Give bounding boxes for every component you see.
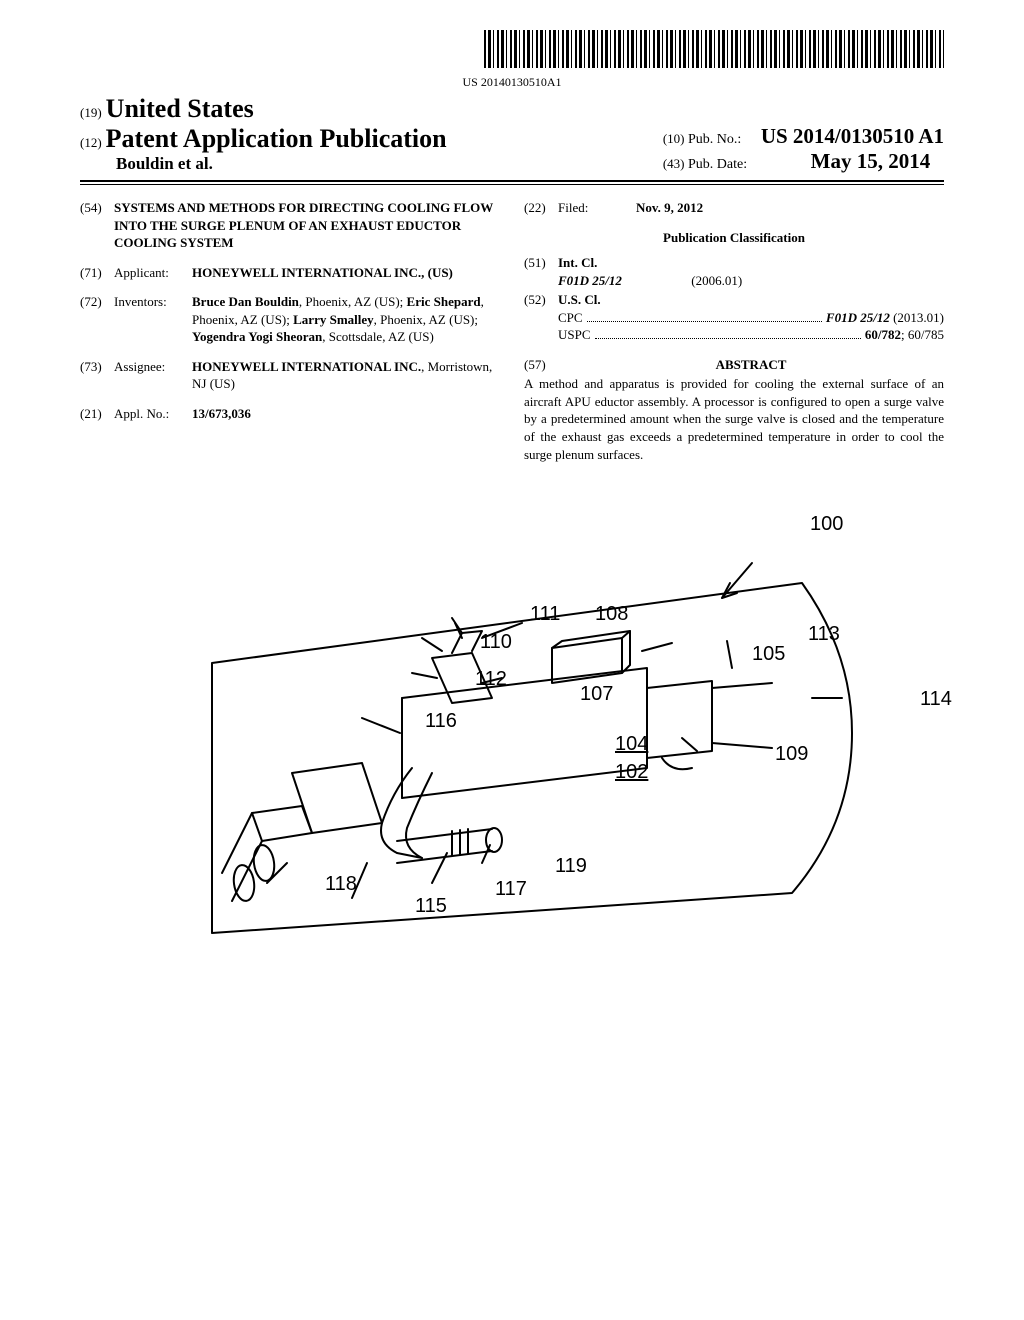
publication-header: (19) United States (12) Patent Applicati… [80,94,944,174]
field-21-num: (21) [80,405,114,423]
ref-117: 117 [495,878,527,901]
left-column: (54) SYSTEMS AND METHODS FOR DIRECTING C… [80,199,500,463]
field-52: (52) U.S. Cl. CPC F01D 25/12 (2013.01) U… [524,291,944,344]
appl-no-text: 13/673,036 [192,406,251,421]
ref-113: 113 [808,623,840,646]
applicant-label: Applicant: [114,264,192,282]
barcode-text: US 20140130510A1 [80,75,944,90]
field-73: (73) Assignee: HONEYWELL INTERNATIONAL I… [80,358,500,393]
inventors-text: Bruce Dan Bouldin, Phoenix, AZ (US); Eri… [192,293,500,346]
field-54-num: (54) [80,199,114,252]
pub-date-label: Pub. Date: [688,157,747,172]
ref-107: 107 [580,683,613,706]
int-cl-label: Int. Cl. [558,255,597,270]
abstract-heading: ABSTRACT [716,357,787,372]
prefix-43: (43) [663,156,685,171]
invention-title: SYSTEMS AND METHODS FOR DIRECTING COOLIN… [114,199,500,252]
ref-105: 105 [752,643,785,666]
uspc-label: USPC [558,326,591,344]
field-51-num: (51) [524,254,558,289]
divider-thick [80,180,944,182]
field-73-num: (73) [80,358,114,393]
dotted-leader-2 [595,327,861,340]
ref-116: 116 [425,710,457,733]
prefix-19: (19) [80,105,102,120]
barcode-region: US 20140130510A1 [80,30,944,90]
cpc-label: CPC [558,309,583,327]
prefix-10: (10) [663,131,685,146]
field-22: (22) Filed: Nov. 9, 2012 [524,199,944,217]
barcode-graphic [484,30,944,68]
int-cl-year: (2006.01) [691,273,742,288]
patent-figure: 100 104 102 105 107 108 109 110 111 112 … [80,523,944,963]
field-71: (71) Applicant: HONEYWELL INTERNATIONAL … [80,264,500,282]
field-22-num: (22) [524,199,558,217]
pub-date: May 15, 2014 [811,149,931,173]
field-21: (21) Appl. No.: 13/673,036 [80,405,500,423]
classification-heading: Publication Classification [524,229,944,247]
int-cl-code: F01D 25/12 [558,273,622,288]
dotted-leader [587,309,822,322]
ref-110: 110 [480,631,512,654]
pub-no-label: Pub. No.: [688,132,741,147]
abstract-text: A method and apparatus is provided for c… [524,375,944,463]
ref-118: 118 [325,873,357,896]
field-72: (72) Inventors: Bruce Dan Bouldin, Phoen… [80,293,500,346]
appl-no-label: Appl. No.: [114,405,192,423]
cpc-value: F01D 25/12 (2013.01) [826,309,944,327]
ref-112: 112 [475,668,507,691]
right-column: (22) Filed: Nov. 9, 2012 Publication Cla… [524,199,944,463]
pub-no: US 2014/0130510 A1 [761,124,944,148]
field-71-num: (71) [80,264,114,282]
field-72-num: (72) [80,293,114,346]
pub-type: Patent Application Publication [106,124,447,153]
ref-115: 115 [415,895,447,918]
inventors-label: Inventors: [114,293,192,346]
prefix-12: (12) [80,135,102,150]
assignee-text: HONEYWELL INTERNATIONAL INC., Morristown… [192,358,500,393]
country: United States [106,94,254,123]
divider-thin [80,184,944,185]
applicant-text: HONEYWELL INTERNATIONAL INC., (US) [192,265,453,280]
field-51: (51) Int. Cl. F01D 25/12 (2006.01) [524,254,944,289]
field-57: (57) ABSTRACT [524,356,944,374]
uspc-value: 60/782; 60/785 [865,326,944,344]
ref-119: 119 [555,855,587,878]
filed-label: Filed: [558,199,636,217]
ref-104: 104 [615,733,648,756]
field-52-num: (52) [524,291,558,344]
ref-100: 100 [810,513,843,536]
ref-102: 102 [615,761,648,784]
ref-111: 111 [530,603,560,626]
bibliographic-columns: (54) SYSTEMS AND METHODS FOR DIRECTING C… [80,199,944,463]
field-57-num: (57) [524,356,558,374]
ref-108: 108 [595,603,628,626]
us-cl-label: U.S. Cl. [558,292,601,307]
field-54: (54) SYSTEMS AND METHODS FOR DIRECTING C… [80,199,500,252]
filed-text: Nov. 9, 2012 [636,200,703,215]
authors: Bouldin et al. [116,154,447,174]
ref-114: 114 [920,688,952,711]
assignee-label: Assignee: [114,358,192,393]
ref-109: 109 [775,743,808,766]
